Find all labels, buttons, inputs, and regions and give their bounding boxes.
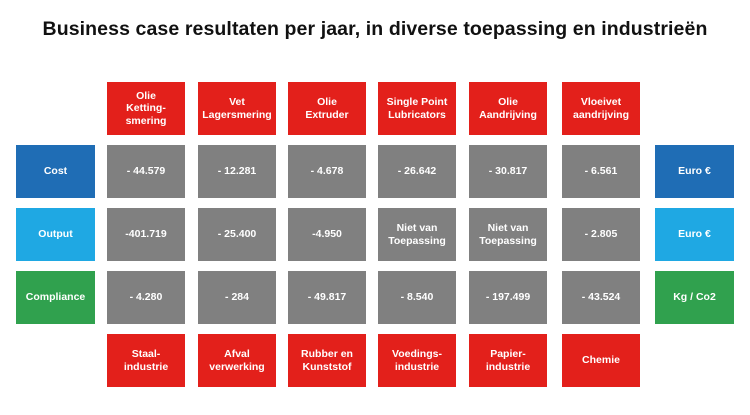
value-cell: - 6.561: [562, 145, 640, 198]
application-header: Single Point Lubricators: [378, 82, 456, 135]
value-cell: - 4.678: [288, 145, 366, 198]
industry-label: Afval verwerking: [198, 334, 276, 387]
value-cell: - 4.280: [107, 271, 185, 324]
row-unit-compliance: Kg / Co2: [655, 271, 734, 324]
value-cell: Niet van Toepassing: [469, 208, 547, 261]
value-cell: -401.719: [107, 208, 185, 261]
value-cell: - 8.540: [378, 271, 456, 324]
application-header: Vet Lagersmering: [198, 82, 276, 135]
row-label-compliance: Compliance: [16, 271, 95, 324]
industry-label: Chemie: [562, 334, 640, 387]
application-header: Olie Aandrijving: [469, 82, 547, 135]
row-unit-output: Euro €: [655, 208, 734, 261]
value-cell: - 25.400: [198, 208, 276, 261]
value-cell: Niet van Toepassing: [378, 208, 456, 261]
value-cell: - 12.281: [198, 145, 276, 198]
value-cell: - 197.499: [469, 271, 547, 324]
row-label-cost: Cost: [16, 145, 95, 198]
value-cell: - 2.805: [562, 208, 640, 261]
industry-label: Staal- industrie: [107, 334, 185, 387]
application-header: Olie Extruder: [288, 82, 366, 135]
industry-label: Papier- industrie: [469, 334, 547, 387]
industry-label: Rubber en Kunststof: [288, 334, 366, 387]
industry-label: Voedings- industrie: [378, 334, 456, 387]
value-cell: - 43.524: [562, 271, 640, 324]
value-cell: - 49.817: [288, 271, 366, 324]
page-title: Business case resultaten per jaar, in di…: [42, 18, 708, 40]
value-cell: - 44.579: [107, 145, 185, 198]
value-cell: -4.950: [288, 208, 366, 261]
application-header: Olie Ketting-smering: [107, 82, 185, 135]
row-label-output: Output: [16, 208, 95, 261]
value-cell: - 30.817: [469, 145, 547, 198]
value-cell: - 284: [198, 271, 276, 324]
application-header: Vloeivet aandrijving: [562, 82, 640, 135]
value-cell: - 26.642: [378, 145, 456, 198]
row-unit-cost: Euro €: [655, 145, 734, 198]
